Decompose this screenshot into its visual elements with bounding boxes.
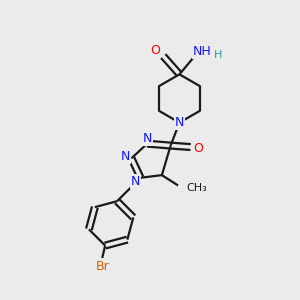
Text: N: N <box>130 175 140 188</box>
Text: Br: Br <box>95 260 109 273</box>
Text: O: O <box>150 44 160 57</box>
Text: N: N <box>142 132 152 145</box>
Text: O: O <box>194 142 203 155</box>
Text: N: N <box>175 116 184 129</box>
Text: NH: NH <box>193 45 211 58</box>
Text: N: N <box>120 150 130 163</box>
Text: CH₃: CH₃ <box>186 183 207 193</box>
Text: H: H <box>214 50 222 60</box>
